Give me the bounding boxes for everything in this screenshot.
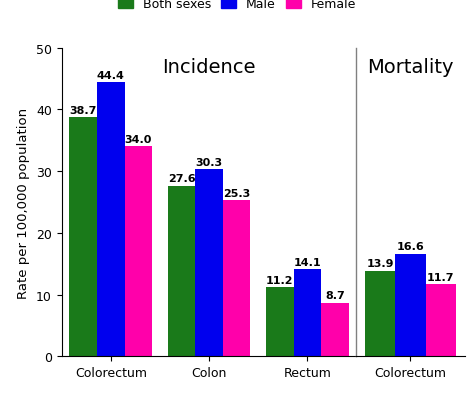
Bar [195,170,223,356]
Bar [266,288,293,356]
Text: 34.0: 34.0 [125,134,152,145]
Text: Mortality: Mortality [367,58,454,77]
Text: 44.4: 44.4 [97,70,125,81]
Bar [125,147,152,356]
Bar [168,186,195,356]
Bar [223,200,250,356]
Text: 8.7: 8.7 [325,290,345,301]
Text: 11.7: 11.7 [427,272,455,282]
Bar [293,270,321,356]
Bar [426,284,456,356]
Bar [395,254,426,356]
Text: 14.1: 14.1 [293,257,321,267]
Bar [70,118,97,356]
Legend: Both sexes, Male, Female: Both sexes, Male, Female [118,0,356,11]
Bar [321,303,348,356]
Text: 30.3: 30.3 [195,158,223,167]
Bar [97,83,125,356]
Bar [365,271,395,356]
Text: 25.3: 25.3 [223,188,250,198]
Text: 16.6: 16.6 [397,242,424,252]
Text: 13.9: 13.9 [366,258,394,269]
Text: Incidence: Incidence [162,58,256,77]
Text: 38.7: 38.7 [70,106,97,116]
Text: 27.6: 27.6 [168,174,195,184]
Y-axis label: Rate per 100,000 population: Rate per 100,000 population [18,107,30,298]
Text: 11.2: 11.2 [266,275,293,285]
